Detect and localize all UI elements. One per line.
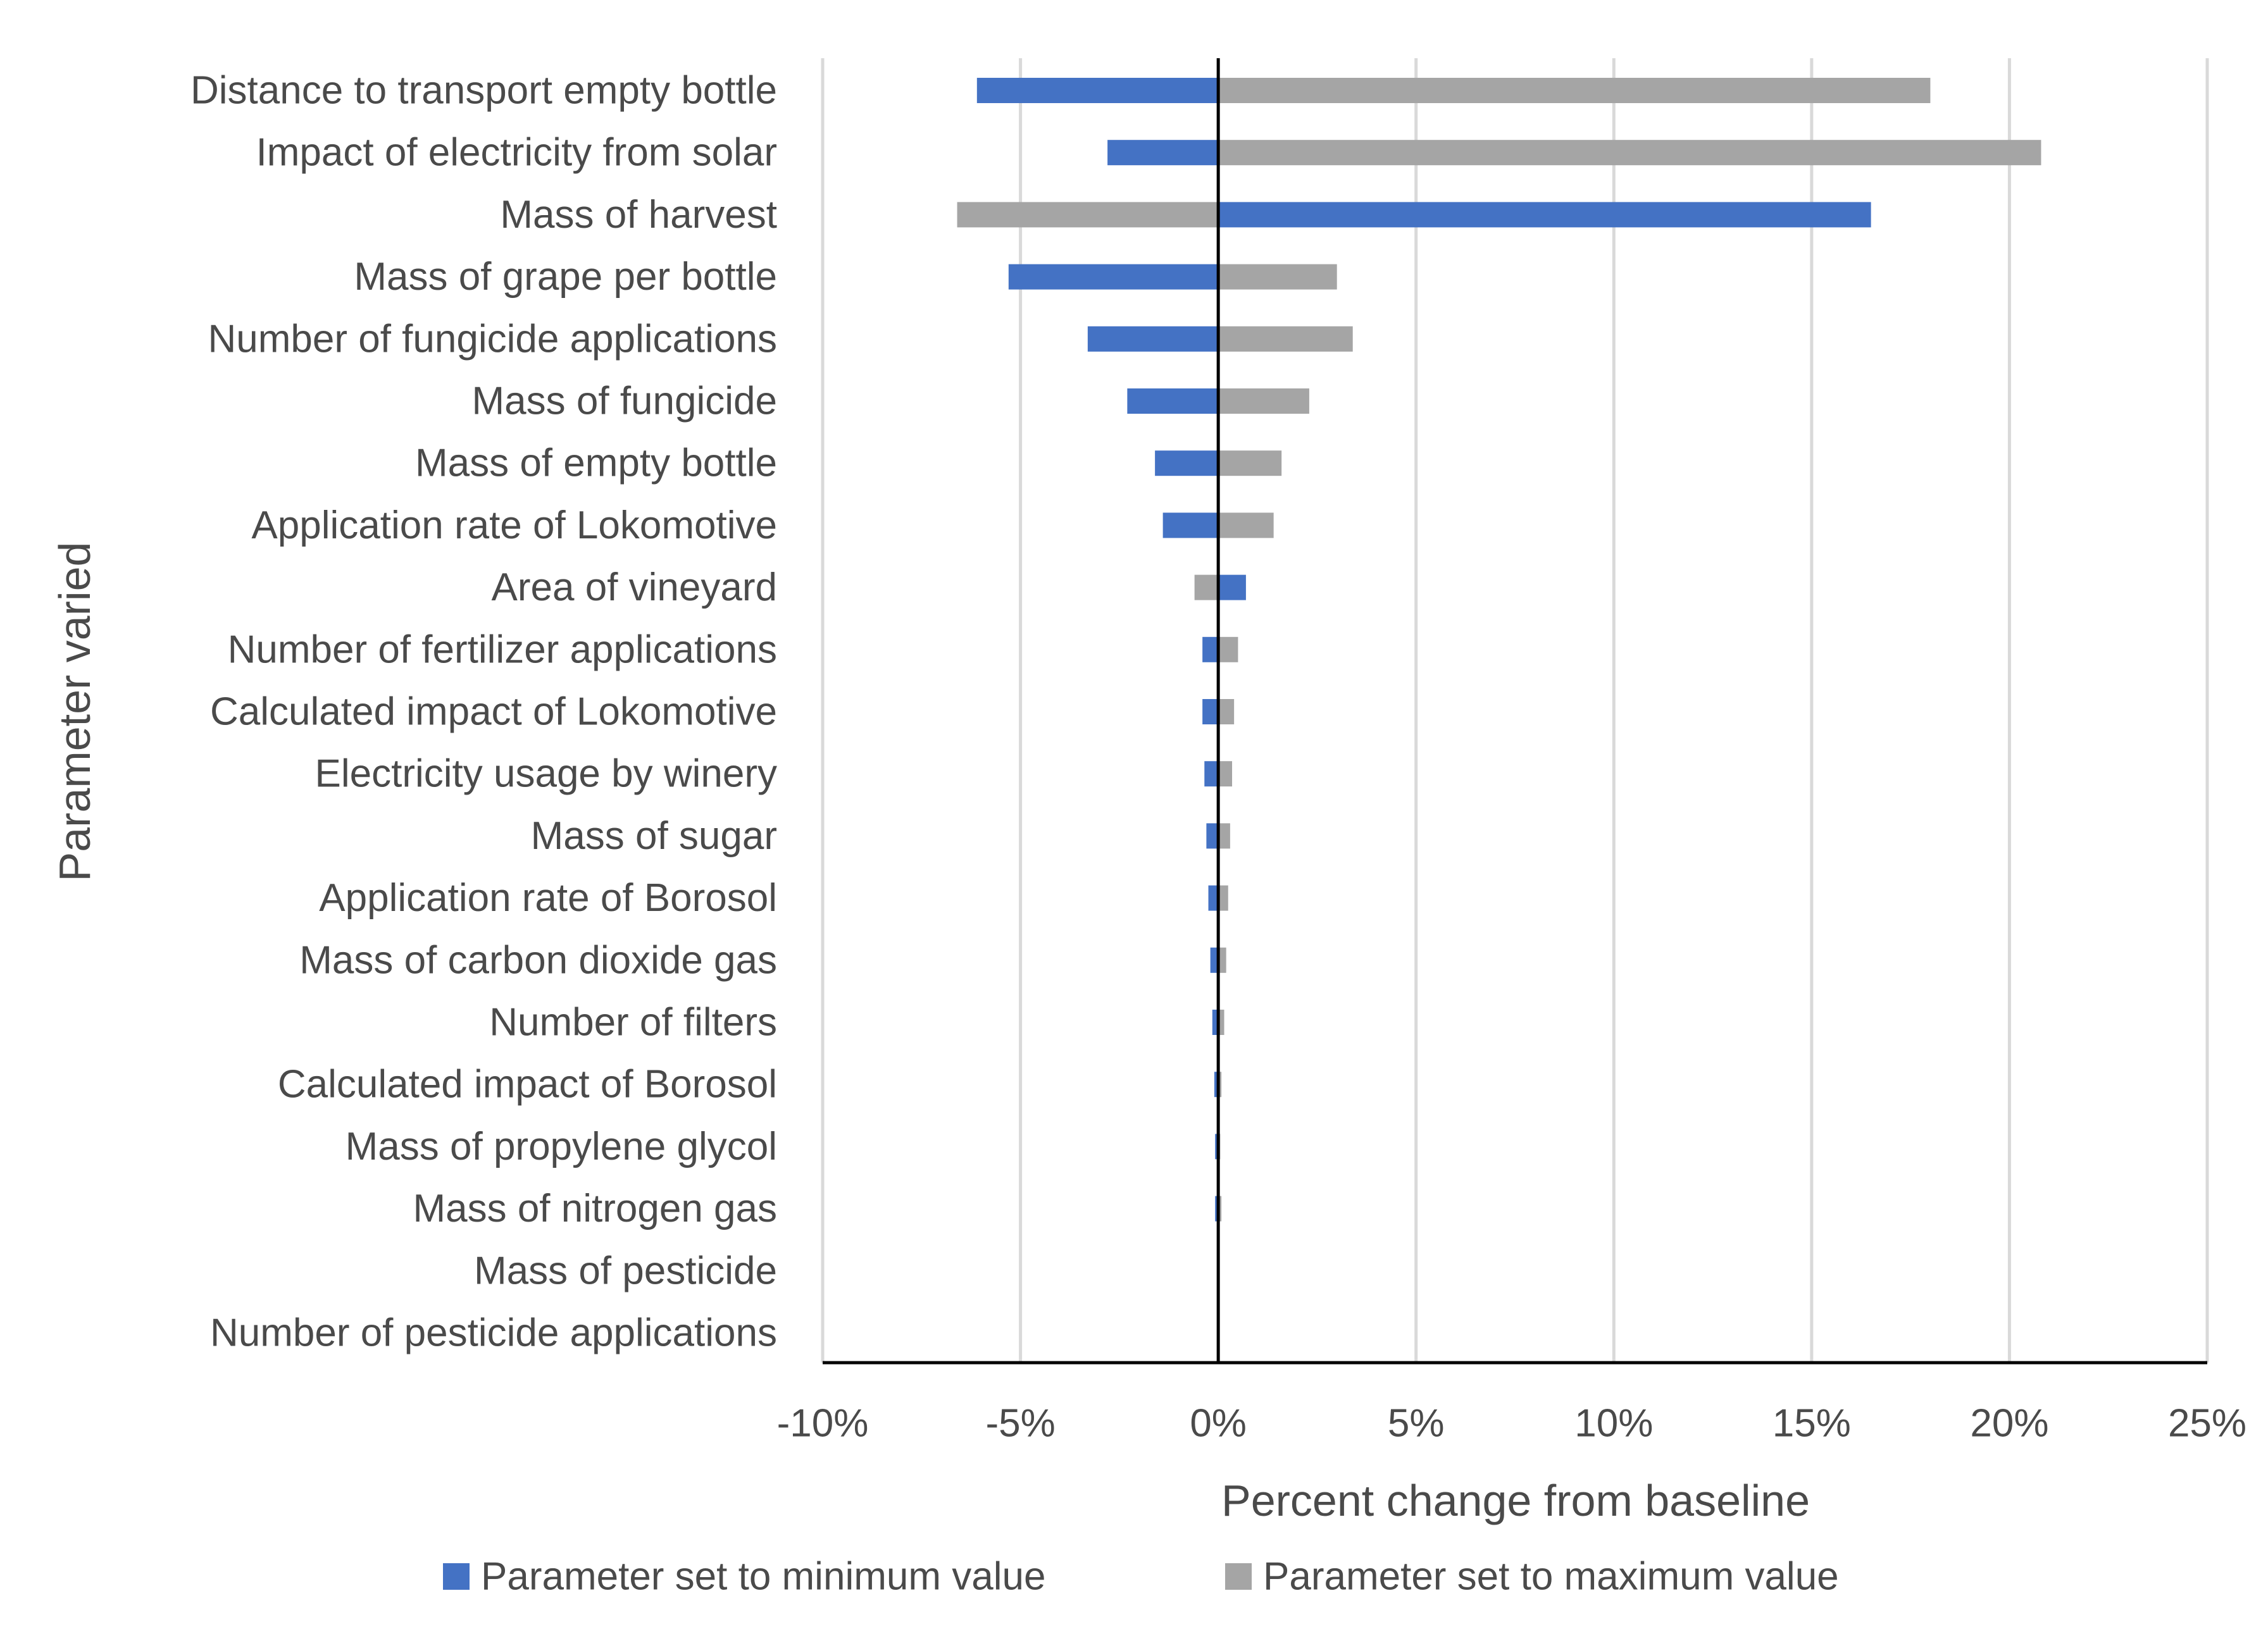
x-tick-label: -10%	[777, 1402, 869, 1446]
x-axis-title: Percent change from baseline	[1221, 1476, 1810, 1525]
x-tick-label: 10%	[1574, 1402, 1653, 1446]
axes	[823, 58, 2207, 1365]
bar-min-6	[1127, 388, 1219, 414]
bar-max-13	[1218, 823, 1230, 849]
category-label: Electricity usage by winery	[315, 752, 778, 796]
category-label: Calculated impact of Borosol	[278, 1063, 777, 1106]
category-label: Mass of propylene glycol	[346, 1125, 777, 1168]
bar-min-3	[1218, 202, 1871, 228]
legend: Parameter set to minimum value Parameter…	[443, 1555, 1839, 1599]
category-label: Mass of empty bottle	[415, 442, 777, 485]
category-label: Impact of electricity from solar	[256, 131, 777, 175]
legend-label-min: Parameter set to minimum value	[481, 1555, 1045, 1599]
bar-max-10	[1218, 636, 1238, 662]
category-label: Mass of pesticide	[474, 1249, 777, 1292]
bar-min-7	[1155, 450, 1219, 476]
y-axis-title: Parameter varied	[50, 542, 99, 882]
category-label: Number of pesticide applications	[210, 1311, 777, 1355]
category-label: Mass of sugar	[531, 814, 777, 858]
x-tick-label: -5%	[985, 1402, 1055, 1446]
x-tick-label: 20%	[1970, 1402, 2048, 1446]
bars	[957, 78, 2041, 1222]
bar-max-1	[1218, 78, 1931, 103]
bar-max-14	[1218, 885, 1228, 911]
bar-min-11	[1202, 699, 1219, 724]
bar-min-1	[976, 78, 1219, 103]
bar-max-11	[1218, 699, 1235, 724]
category-label: Area of vineyard	[492, 566, 777, 609]
bar-max-19	[1218, 1196, 1222, 1222]
bar-min-16	[1212, 1010, 1219, 1035]
category-label: Mass of carbon dioxide gas	[299, 938, 777, 982]
bar-min-5	[1087, 326, 1219, 352]
tick-labels: -10% -5% 0% 5% 10% 15% 20% 25%	[777, 1402, 2246, 1446]
category-label: Number of fertilizer applications	[228, 628, 777, 671]
bar-min-8	[1162, 512, 1219, 538]
bar-max-8	[1218, 512, 1274, 538]
bar-min-12	[1204, 761, 1219, 787]
x-tick-label: 0%	[1190, 1402, 1247, 1446]
bar-min-9	[1218, 574, 1246, 600]
category-label: Number of filters	[489, 1001, 777, 1044]
category-label: Calculated impact of Lokomotive	[210, 690, 777, 734]
x-tick-label: 15%	[1773, 1402, 1851, 1446]
bar-max-17	[1218, 1072, 1222, 1098]
category-label: Mass of grape per bottle	[354, 255, 777, 299]
category-label: Mass of nitrogen gas	[413, 1187, 777, 1230]
category-label: Number of fungicide applications	[208, 317, 777, 361]
bar-max-4	[1218, 264, 1337, 290]
bar-max-9	[1194, 574, 1219, 600]
category-label: Mass of harvest	[500, 193, 777, 237]
x-tick-label: 25%	[2168, 1402, 2246, 1446]
bar-min-10	[1202, 636, 1219, 662]
bar-min-15	[1210, 947, 1219, 973]
category-labels: Distance to transport empty bottle Impact…	[190, 69, 777, 1355]
bar-max-12	[1218, 761, 1233, 787]
bar-max-3	[957, 202, 1219, 228]
bar-min-17	[1214, 1072, 1219, 1098]
bar-min-4	[1008, 264, 1219, 290]
bar-max-6	[1218, 388, 1309, 414]
bar-min-14	[1208, 885, 1219, 911]
bar-min-13	[1206, 823, 1219, 849]
bar-min-19	[1215, 1196, 1219, 1222]
legend-swatch-max	[1225, 1563, 1252, 1590]
category-label: Distance to transport empty bottle	[190, 69, 777, 113]
bar-max-7	[1218, 450, 1282, 476]
bar-max-5	[1218, 326, 1353, 352]
legend-swatch-min	[443, 1563, 470, 1590]
bar-min-2	[1107, 140, 1219, 166]
bar-min-18	[1215, 1134, 1219, 1160]
bar-max-2	[1218, 140, 2041, 166]
category-label: Application rate of Lokomotive	[251, 504, 777, 547]
category-label: Application rate of Borosol	[319, 876, 777, 920]
bar-max-16	[1218, 1010, 1224, 1035]
category-label: Mass of fungicide	[472, 380, 777, 423]
x-tick-label: 5%	[1388, 1402, 1445, 1446]
legend-label-max: Parameter set to maximum value	[1263, 1555, 1839, 1599]
bar-max-15	[1218, 947, 1226, 973]
